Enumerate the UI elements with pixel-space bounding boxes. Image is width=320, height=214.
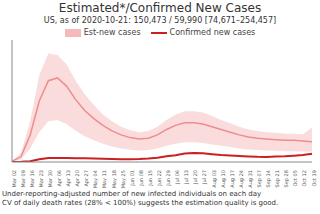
html-text:Estimated*/Confirmed New Cases: Estimated*/Confirmed New Cases <box>58 1 262 15</box>
svg-text:Sep 14: Sep 14 <box>265 170 272 187</box>
svg-text:Aug 10: Aug 10 <box>220 170 227 188</box>
html-text:Under-reporting-adjusted numbe: Under-reporting-adjusted number of new i… <box>2 190 262 198</box>
svg-text:Jul 13: Jul 13 <box>183 170 189 185</box>
svg-text:Jun 29: Jun 29 <box>165 170 171 187</box>
svg-text:Jul 06: Jul 06 <box>174 170 180 185</box>
svg-text:Jun 08: Jun 08 <box>138 170 144 187</box>
svg-text:Jun 15: Jun 15 <box>147 170 153 187</box>
svg-text:Aug 31: Aug 31 <box>247 170 254 188</box>
html-text:Confirmed new cases: Confirmed new cases <box>169 28 256 37</box>
svg-text:Mar 02: Mar 02 <box>11 170 17 187</box>
svg-text:Oct 05: Oct 05 <box>292 170 298 187</box>
svg-text:Oct 12: Oct 12 <box>301 170 307 187</box>
svg-text:Sep 28: Sep 28 <box>283 170 290 187</box>
svg-text:Mar 16: Mar 16 <box>29 170 35 187</box>
svg-text:Aug 03: Aug 03 <box>211 170 218 188</box>
svg-text:May 18: May 18 <box>111 170 118 188</box>
svg-text:Sep 21: Sep 21 <box>274 170 281 187</box>
html-text:CV of daily death rates (28% <: CV of daily death rates (28% < 100%) sug… <box>2 199 279 207</box>
svg-text:Apr 13: Apr 13 <box>65 170 72 187</box>
svg-text:Mar 23: Mar 23 <box>38 170 44 187</box>
svg-text:Jun 01: Jun 01 <box>129 170 135 187</box>
svg-text:Sep 07: Sep 07 <box>256 170 263 187</box>
svg-text:Apr 20: Apr 20 <box>74 170 81 187</box>
svg-text:Mar 30: Mar 30 <box>47 170 53 187</box>
svg-text:Apr 06: Apr 06 <box>56 170 63 187</box>
svg-text:Jul 20: Jul 20 <box>192 170 198 185</box>
svg-text:Aug 17: Aug 17 <box>229 170 236 188</box>
svg-text:May 25: May 25 <box>120 170 127 188</box>
svg-text:Oct 19: Oct 19 <box>311 170 312 187</box>
svg-text:Jul 27: Jul 27 <box>201 170 207 185</box>
svg-text:Aug 24: Aug 24 <box>238 170 245 188</box>
svg-text:May 04: May 04 <box>92 170 99 188</box>
svg-text:Jun 22: Jun 22 <box>156 170 162 187</box>
svg-text:Apr 27: Apr 27 <box>83 170 90 187</box>
svg-text:May 11: May 11 <box>101 170 108 188</box>
html-text:Est-new cases: Est-new cases <box>83 28 141 37</box>
svg-text:Mar 09: Mar 09 <box>20 170 26 187</box>
html-text:US, as of 2020-10-21: 150,473: US, as of 2020-10-21: 150,473 / 59,990 [… <box>43 16 277 25</box>
